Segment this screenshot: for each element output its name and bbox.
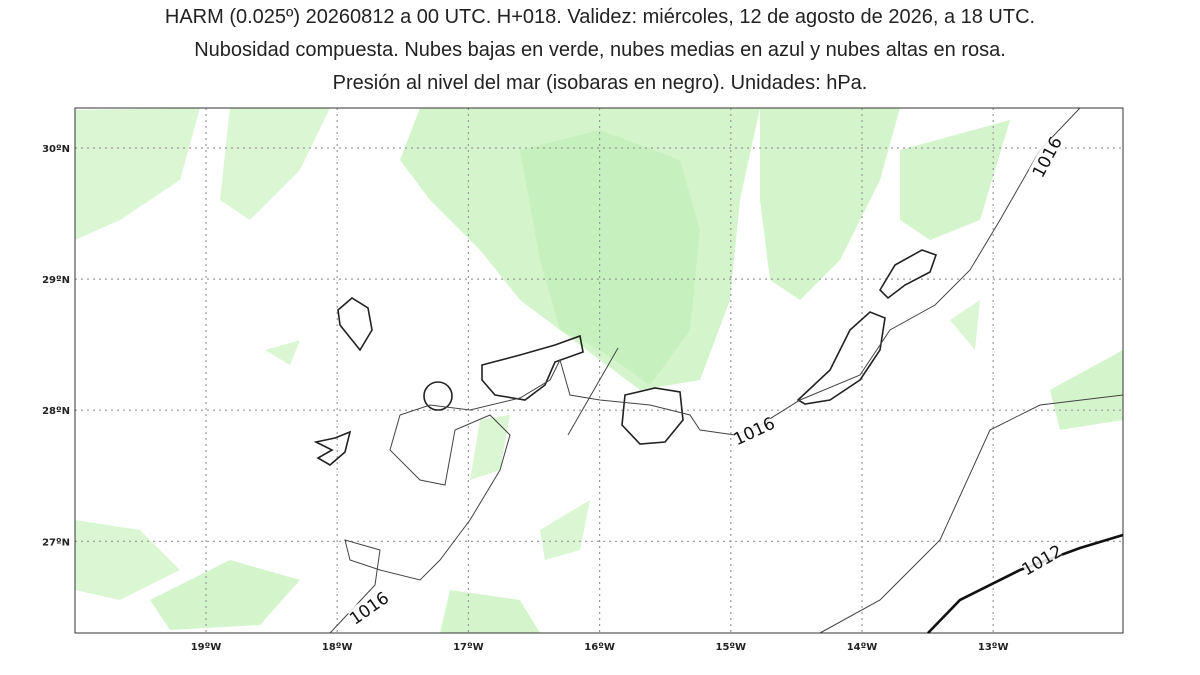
isobar-label-bg — [1019, 541, 1064, 577]
isobar-label: 1016 — [1029, 134, 1067, 182]
title-line: HARM (0.025º) 20260812 a 00 UTC. H+018. … — [164, 6, 1036, 28]
longitude-label: 13ºW — [978, 642, 1009, 653]
longitude-label: 19ºW — [191, 642, 222, 653]
latitude-label: 29ºN — [42, 275, 70, 286]
longitude-label: 15ºW — [716, 642, 747, 653]
isobar-label-bg — [1028, 134, 1064, 179]
latitude-label: 28ºN — [42, 406, 70, 417]
coastlines — [313, 249, 938, 466]
isobar-label: 1016 — [346, 588, 393, 629]
latitude-label: 30ºN — [42, 144, 70, 155]
cloud-cover — [75, 108, 1123, 633]
longitude-label: 14ºW — [847, 642, 878, 653]
isobar-label-bg — [731, 413, 776, 447]
graticule — [75, 108, 1123, 633]
isobar-label: 1016 — [731, 414, 779, 450]
isobar-label-bg — [346, 588, 390, 627]
isobars — [329, 107, 1124, 634]
latitude-label: 27ºN — [42, 537, 70, 548]
title-line: Nubosidad compuesta. Nubes bajas en verd… — [194, 39, 1006, 61]
longitude-label: 18ºW — [322, 642, 353, 653]
map-frame — [74, 107, 1124, 634]
title-line: Presión al nivel del mar (isobaras en ne… — [332, 72, 868, 94]
longitude-label: 16ºW — [584, 642, 615, 653]
isobar-label: 1012 — [1019, 541, 1066, 580]
longitude-label: 17ºW — [453, 642, 484, 653]
